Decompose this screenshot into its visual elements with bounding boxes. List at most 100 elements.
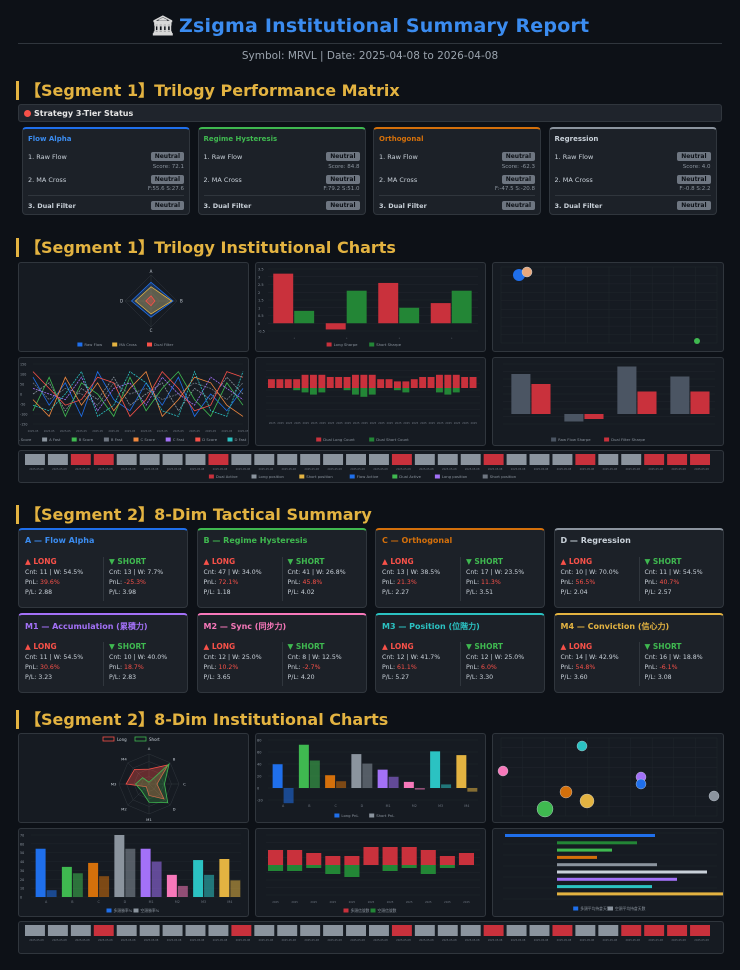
bar-raw-sharpe bbox=[564, 414, 584, 422]
dim-card-title: C — Orthogonal bbox=[382, 536, 453, 545]
x-tick-label: 2025 bbox=[328, 421, 335, 425]
bar-win-short bbox=[125, 848, 136, 897]
signal-cell bbox=[621, 454, 642, 465]
signal-date: 2025-05-08 bbox=[29, 467, 44, 471]
bar-long-pnl bbox=[430, 751, 441, 788]
radar-axis-label: B bbox=[173, 756, 176, 761]
signal-cell bbox=[346, 454, 366, 465]
long-count: Cnt: 12 | W: 25.0% bbox=[203, 654, 262, 661]
tier-row-label: 3. Dual Filter bbox=[28, 202, 76, 210]
short-pl: P/L: 3.98 bbox=[109, 589, 137, 596]
bar-win-long bbox=[193, 860, 204, 897]
bar-long-signal bbox=[420, 850, 436, 865]
bar-long-pnl bbox=[325, 775, 336, 788]
bank-icon: 🏛 bbox=[150, 15, 176, 37]
legend-label: 多頭勝率% bbox=[114, 908, 133, 913]
short-pl: P/L: 3.51 bbox=[466, 589, 494, 596]
radar-long bbox=[125, 764, 169, 800]
long-header: ▲ LONG bbox=[382, 557, 414, 566]
long-section: ▲ LONG Cnt: 10 | W: 70.0% PnL: 56.5% P/L… bbox=[561, 557, 639, 596]
legend-label: 空頭平均持倉天數 bbox=[615, 906, 646, 911]
legend-label: Flow Active bbox=[357, 474, 379, 479]
x-tick-label: M4 bbox=[464, 804, 469, 808]
long-pl: P/L: 2.27 bbox=[382, 589, 410, 596]
long-header: ▲ LONG bbox=[560, 557, 593, 566]
legend-swatch bbox=[369, 437, 375, 442]
tier-row-label: 1. Raw Flow bbox=[203, 153, 243, 161]
signal-date: 2025-05-08 bbox=[236, 467, 251, 471]
signal-date: 2025-05-08 bbox=[580, 467, 595, 471]
dim-card: A — Flow Alpha ▲ LONG Cnt: 11 | W: 54.5%… bbox=[18, 528, 188, 608]
bar-short-count bbox=[343, 388, 351, 391]
signal-cell bbox=[277, 454, 298, 465]
long-section: ▲ LONG Cnt: 14 | W: 42.9% PnL: 54.8% P/L… bbox=[561, 642, 639, 681]
y-tick-label: 3 bbox=[258, 275, 260, 279]
bar-short-count bbox=[293, 388, 301, 391]
radar-series bbox=[130, 281, 174, 318]
bar-long-pnl bbox=[403, 781, 414, 788]
signal-cell bbox=[598, 925, 619, 936]
bar-short-pnl bbox=[309, 760, 320, 788]
card-separator bbox=[103, 557, 104, 601]
bar-holding-days bbox=[557, 892, 723, 896]
long-pl: P/L: 3.60 bbox=[560, 674, 588, 681]
short-pnl: PnL: 40.7% bbox=[644, 579, 680, 586]
long-header: ▲ LONG bbox=[560, 642, 593, 651]
bar-short bbox=[294, 310, 315, 324]
signal-cell bbox=[116, 454, 137, 465]
x-tick-label: 2025 bbox=[311, 421, 318, 425]
legend-swatch bbox=[551, 437, 557, 442]
legend-swatch bbox=[195, 437, 201, 442]
signal-cell bbox=[690, 925, 710, 936]
x-tick-label: D bbox=[124, 900, 127, 904]
x-tick-label: 2025 bbox=[294, 421, 301, 425]
signal-cell bbox=[460, 454, 481, 465]
arrow-down-icon: ▼ bbox=[109, 557, 118, 566]
legend-swatch bbox=[369, 813, 375, 818]
long-count: Cnt: 11 | W: 54.5% bbox=[25, 654, 84, 661]
signal-cell bbox=[25, 925, 45, 936]
arrow-down-icon: ▼ bbox=[466, 557, 475, 566]
line-series bbox=[32, 370, 244, 418]
signal-date: 2025-05-08 bbox=[281, 938, 296, 942]
signal-date: 2025-05-08 bbox=[465, 467, 480, 471]
short-count: Cnt: 10 | W: 40.0% bbox=[109, 654, 168, 661]
bar-short-count bbox=[352, 388, 359, 395]
signal-cell bbox=[529, 454, 550, 465]
signal-date: 2025-05-08 bbox=[98, 938, 113, 942]
s1-scatter-chart bbox=[492, 262, 724, 352]
bar-short-pnl bbox=[283, 788, 294, 804]
x-tick-label: 2025 bbox=[330, 900, 337, 904]
legend-swatch bbox=[573, 906, 579, 911]
bar-long-count bbox=[394, 381, 401, 388]
signal-date: 2025-05-08 bbox=[75, 467, 90, 471]
strategy-status-bar: Strategy 3-Tier Status bbox=[18, 104, 722, 122]
tier-score: Score: 72.1 bbox=[152, 164, 184, 170]
short-count: Cnt: 41 | W: 26.8% bbox=[287, 569, 346, 576]
tier-row-raw-flow: 1. Raw Flow Neutral bbox=[379, 152, 535, 162]
y-tick-label: 2 bbox=[258, 291, 260, 295]
short-pnl-value: 45.8% bbox=[302, 579, 323, 586]
bar-short-count bbox=[368, 388, 376, 395]
long-section: ▲ LONG Cnt: 12 | W: 41.7% PnL: 61.1% P/L… bbox=[382, 642, 460, 681]
short-section: ▼ SHORT Cnt: 13 | W: 7.7% PnL: -25.3% P/… bbox=[109, 557, 187, 596]
card-separator bbox=[638, 642, 640, 686]
y-tick-label: 40 bbox=[20, 860, 24, 864]
signal-date: 2025-05-08 bbox=[259, 938, 274, 942]
bar-short-signal bbox=[420, 865, 436, 874]
bar-long bbox=[378, 282, 399, 324]
signal-cell bbox=[644, 454, 665, 465]
short-pnl: PnL: 11.3% bbox=[466, 579, 501, 586]
legend-label: C Score bbox=[141, 437, 156, 442]
signal-date: 2025-05-08 bbox=[213, 938, 228, 942]
x-tick-label: M1 bbox=[149, 900, 154, 904]
long-pnl-value: 39.6% bbox=[40, 579, 60, 586]
arrow-up-icon: ▲ bbox=[382, 557, 391, 566]
report-header: 🏛 Zsigma Institutional Summary Report Sym… bbox=[0, 0, 740, 62]
tier-row-ma-cross: 2. MA Cross Neutral bbox=[28, 175, 184, 185]
y-tick-label: 70 bbox=[20, 834, 24, 838]
long-pnl-value: 10.2% bbox=[218, 664, 239, 671]
bar-dual-sharpe bbox=[531, 384, 551, 414]
signal-cell bbox=[254, 925, 275, 936]
x-tick-label: 2025 bbox=[370, 421, 377, 425]
